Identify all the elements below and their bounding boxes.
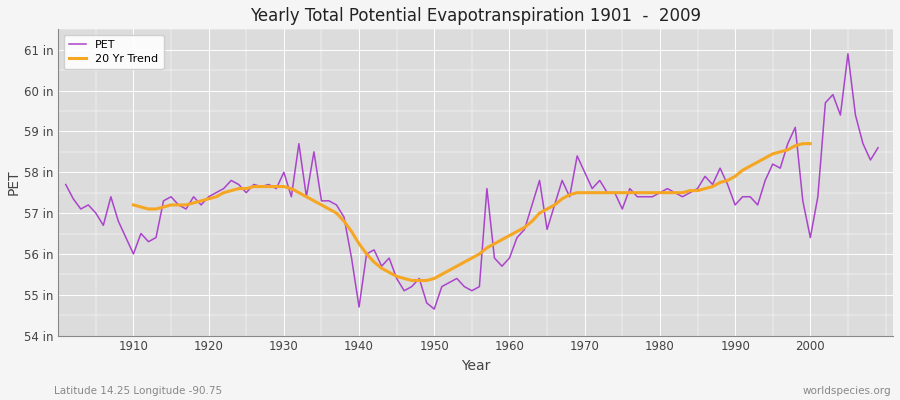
20 Yr Trend	[526, 219, 537, 224]
Legend: PET, 20 Yr Trend: PET, 20 Yr Trend	[64, 35, 164, 70]
Line: 20 Yr Trend: 20 Yr Trend	[133, 144, 810, 280]
PET	[286, 194, 297, 199]
20 Yr Trend	[301, 194, 311, 199]
Text: Latitude 14.25 Longitude -90.75: Latitude 14.25 Longitude -90.75	[54, 386, 222, 396]
20 Yr Trend	[211, 194, 221, 199]
20 Yr Trend	[790, 143, 801, 148]
Y-axis label: PET: PET	[7, 170, 21, 195]
20 Yr Trend	[797, 141, 808, 146]
PET	[331, 202, 342, 207]
Line: PET: PET	[66, 54, 878, 309]
20 Yr Trend	[707, 184, 718, 189]
PET	[429, 307, 440, 312]
X-axis label: Year: Year	[461, 359, 491, 373]
PET	[842, 51, 853, 56]
PET	[121, 235, 131, 240]
20 Yr Trend	[286, 186, 297, 191]
PET	[504, 256, 515, 260]
PET	[873, 145, 884, 150]
Title: Yearly Total Potential Evapotranspiration 1901  -  2009: Yearly Total Potential Evapotranspiratio…	[250, 7, 701, 25]
PET	[511, 235, 522, 240]
PET	[602, 190, 613, 195]
20 Yr Trend	[128, 202, 139, 207]
20 Yr Trend	[406, 278, 417, 283]
Text: worldspecies.org: worldspecies.org	[803, 386, 891, 396]
20 Yr Trend	[805, 141, 815, 146]
PET	[60, 182, 71, 187]
